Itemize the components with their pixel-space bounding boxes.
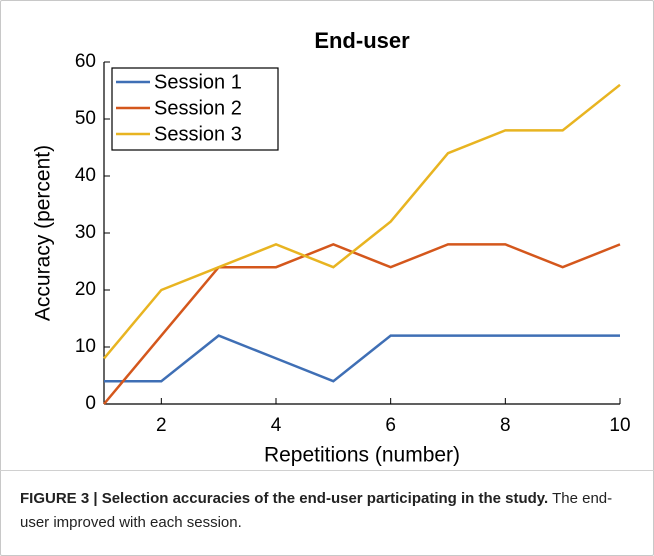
x-tick-label: 6	[385, 415, 396, 436]
y-axis-label: Accuracy (percent)	[32, 145, 55, 321]
y-tick-label: 0	[85, 393, 96, 414]
y-tick-label: 50	[75, 108, 96, 129]
caption-label: FIGURE 3 | Selection accuracies of the e…	[20, 490, 549, 507]
legend-label: Session 1	[154, 71, 242, 93]
chart-title: End-user	[314, 28, 410, 53]
y-tick-label: 10	[75, 336, 96, 357]
legend-label: Session 3	[154, 123, 242, 145]
separator	[0, 470, 654, 471]
series-line	[104, 334, 620, 383]
caption: FIGURE 3 | Selection accuracies of the e…	[20, 487, 640, 535]
series-line	[103, 83, 621, 360]
x-tick-label: 8	[500, 415, 511, 436]
x-tick-label: 4	[271, 415, 282, 436]
y-tick-label: 40	[75, 165, 96, 186]
y-tick-label: 30	[75, 222, 96, 243]
caption-text: The end-user improved with each session.	[20, 490, 613, 531]
y-tick-label: 60	[75, 51, 96, 72]
y-tick-label: 20	[75, 279, 96, 300]
x-axis-label: Repetitions (number)	[264, 444, 460, 467]
chart: End-user Repetitions (number) Accuracy (…	[32, 28, 631, 467]
series-line	[103, 243, 621, 405]
x-tick-label: 2	[156, 415, 167, 436]
legend-label: Session 2	[154, 97, 242, 119]
x-tick-label: 10	[609, 415, 630, 436]
